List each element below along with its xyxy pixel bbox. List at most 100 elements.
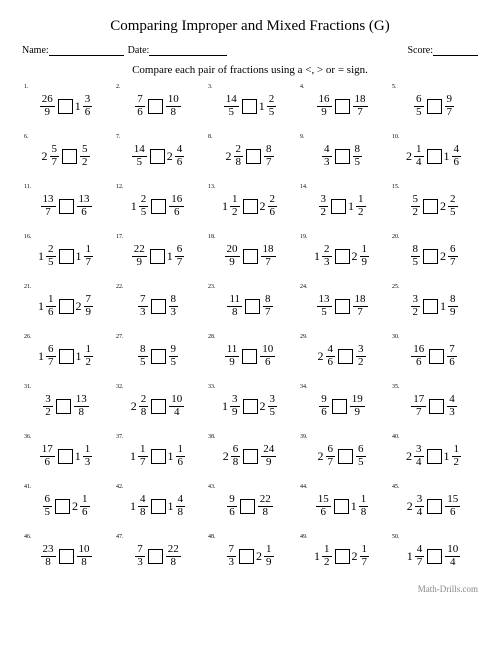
answer-box[interactable] [243, 199, 258, 214]
problem-number: 34. [300, 384, 308, 390]
answer-box[interactable] [423, 199, 438, 214]
problem-number: 48. [208, 534, 216, 540]
answer-box[interactable] [246, 149, 261, 164]
problem-37: 37.117116 [114, 436, 202, 476]
problem-number: 15. [392, 184, 400, 190]
problem-number: 38. [208, 434, 216, 440]
answer-box[interactable] [58, 99, 73, 114]
problem-49: 49.112217 [298, 536, 386, 576]
problem-1: 1.269136 [22, 86, 110, 126]
answer-box[interactable] [151, 449, 166, 464]
problem-21: 21.116279 [22, 286, 110, 326]
date-line[interactable] [149, 45, 227, 56]
problem-number: 29. [300, 334, 308, 340]
problem-15: 15.52225 [390, 186, 478, 226]
answer-box[interactable] [239, 549, 254, 564]
problem-number: 47. [116, 534, 124, 540]
problem-number: 39. [300, 434, 308, 440]
problem-2: 2.76108 [114, 86, 202, 126]
problem-number: 21. [24, 284, 32, 290]
answer-box[interactable] [242, 349, 257, 364]
answer-box[interactable] [59, 549, 74, 564]
answer-box[interactable] [335, 299, 350, 314]
answer-box[interactable] [151, 499, 166, 514]
problem-4: 4.169187 [298, 86, 386, 126]
answer-box[interactable] [55, 499, 70, 514]
problem-number: 27. [116, 334, 124, 340]
problem-number: 36. [24, 434, 32, 440]
answer-box[interactable] [243, 249, 258, 264]
answer-box[interactable] [427, 499, 442, 514]
answer-box[interactable] [429, 399, 444, 414]
answer-box[interactable] [334, 499, 349, 514]
problem-number: 11. [24, 184, 31, 190]
answer-box[interactable] [148, 549, 163, 564]
answer-box[interactable] [427, 149, 442, 164]
problem-number: 35. [392, 384, 400, 390]
problem-number: 12. [116, 184, 124, 190]
problem-46: 46.238108 [22, 536, 110, 576]
problem-24: 24.135187 [298, 286, 386, 326]
date-field: Date: [128, 45, 228, 56]
problem-42: 42.148148 [114, 486, 202, 526]
answer-box[interactable] [331, 199, 346, 214]
answer-box[interactable] [59, 249, 74, 264]
problem-40: 40.234112 [390, 436, 478, 476]
problem-number: 46. [24, 534, 32, 540]
problem-number: 26. [24, 334, 32, 340]
score-line[interactable] [433, 45, 478, 56]
answer-box[interactable] [150, 249, 165, 264]
problem-18: 18.209187 [206, 236, 294, 276]
answer-box[interactable] [338, 349, 353, 364]
problem-27: 27.8595 [114, 336, 202, 376]
answer-box[interactable] [335, 549, 350, 564]
name-line[interactable] [49, 45, 124, 56]
answer-box[interactable] [423, 249, 438, 264]
problem-number: 32. [116, 384, 124, 390]
answer-box[interactable] [427, 549, 442, 564]
answer-box[interactable] [56, 399, 71, 414]
problem-number: 8. [208, 134, 213, 140]
answer-box[interactable] [429, 349, 444, 364]
answer-box[interactable] [151, 349, 166, 364]
answer-box[interactable] [59, 199, 74, 214]
problem-number: 6. [24, 134, 29, 140]
answer-box[interactable] [150, 149, 165, 164]
problem-number: 31. [24, 384, 32, 390]
problem-number: 17. [116, 234, 124, 240]
answer-box[interactable] [338, 449, 353, 464]
answer-box[interactable] [151, 299, 166, 314]
answer-box[interactable] [148, 99, 163, 114]
instruction-text: Compare each pair of fractions using a <… [22, 64, 478, 76]
answer-box[interactable] [335, 249, 350, 264]
answer-box[interactable] [335, 99, 350, 114]
problem-29: 29.24632 [298, 336, 386, 376]
problem-31: 31.32138 [22, 386, 110, 426]
problem-number: 4. [300, 84, 305, 90]
answer-box[interactable] [151, 199, 166, 214]
answer-box[interactable] [242, 99, 257, 114]
problem-26: 26.167112 [22, 336, 110, 376]
answer-box[interactable] [427, 449, 442, 464]
answer-box[interactable] [335, 149, 350, 164]
answer-box[interactable] [243, 399, 258, 414]
answer-box[interactable] [59, 299, 74, 314]
problem-number: 13. [208, 184, 216, 190]
problem-3: 3.145125 [206, 86, 294, 126]
answer-box[interactable] [332, 399, 347, 414]
answer-box[interactable] [58, 449, 73, 464]
answer-box[interactable] [59, 349, 74, 364]
problem-number: 30. [392, 334, 400, 340]
problem-number: 16. [24, 234, 32, 240]
problem-number: 5. [392, 84, 397, 90]
answer-box[interactable] [151, 399, 166, 414]
answer-box[interactable] [62, 149, 77, 164]
problem-33: 33.139235 [206, 386, 294, 426]
answer-box[interactable] [240, 499, 255, 514]
problem-11: 11.137136 [22, 186, 110, 226]
answer-box[interactable] [427, 99, 442, 114]
answer-box[interactable] [423, 299, 438, 314]
answer-box[interactable] [245, 299, 260, 314]
answer-box[interactable] [243, 449, 258, 464]
problem-number: 20. [392, 234, 400, 240]
